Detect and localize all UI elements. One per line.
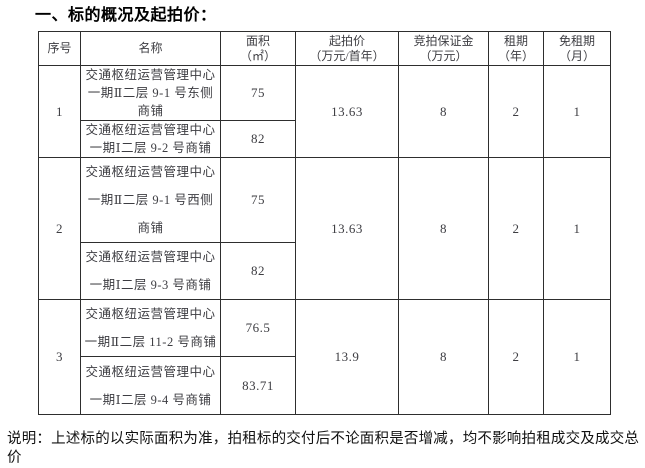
cell-lease-term: 2	[488, 65, 544, 158]
cell-area: 82	[220, 242, 296, 300]
section-title: 一、标的概况及起拍价：	[35, 7, 217, 24]
note-text: 说明：上述标的以实际面积为准，拍租标的交付后不论面积是否增减，均不影响拍租成交及…	[7, 431, 640, 466]
lots-table: 序号 名称 面积 （㎡） 起拍价 （万元/首年） 竞拍保证金 （万元） 租期 （…	[38, 31, 611, 415]
cell-name: 交通枢纽运营管理中心 一期Ⅱ二层 11-2 号商铺	[80, 299, 221, 357]
cell-name: 交通枢纽运营管理中心 一期Ⅰ二层 9-2 号商铺	[80, 120, 221, 158]
cell-name: 交通枢纽运营管理中心 一期Ⅱ二层 9-1 号东侧 商铺	[80, 65, 221, 121]
col-header-deposit: 竞拍保证金 （万元）	[398, 31, 489, 66]
cell-rent-free: 1	[543, 65, 611, 158]
col-header-area: 面积 （㎡）	[220, 31, 296, 66]
cell-start-price: 13.63	[295, 157, 399, 300]
cell-name: 交通枢纽运营管理中心 一期Ⅰ二层 9-3 号商铺	[80, 242, 221, 300]
cell-area: 76.5	[220, 299, 296, 357]
col-header-start-price: 起拍价 （万元/首年）	[295, 31, 399, 66]
cell-area: 75	[220, 157, 296, 243]
cell-area: 83.71	[220, 356, 296, 415]
col-header-no: 序号	[38, 31, 81, 66]
table-row: 交通枢纽运营管理中心 一期Ⅰ二层 9-2 号商铺 82	[39, 120, 611, 158]
table-row: 1 交通枢纽运营管理中心 一期Ⅱ二层 9-1 号东侧 商铺 75 13.63 8…	[38, 65, 611, 158]
col-header-name: 名称	[80, 31, 221, 66]
cell-area: 82	[220, 120, 296, 158]
cell-deposit: 8	[398, 299, 489, 415]
cell-name: 交通枢纽运营管理中心 一期Ⅰ二层 9-4 号商铺	[80, 356, 221, 415]
cell-lease-term: 2	[488, 299, 544, 415]
cell-rent-free: 1	[543, 157, 611, 300]
cell-lease-term: 2	[488, 157, 544, 300]
cell-rent-free: 1	[543, 299, 611, 415]
cell-no: 1	[38, 65, 81, 158]
col-header-lease-term: 租期 （年）	[488, 31, 544, 66]
cell-start-price: 13.9	[295, 299, 399, 415]
cell-deposit: 8	[398, 65, 489, 158]
cell-no: 2	[38, 157, 81, 300]
col-header-rent-free: 免租期 （月）	[543, 31, 611, 66]
cell-name: 交通枢纽运营管理中心 一期Ⅱ二层 9-1 号西侧 商铺	[80, 157, 221, 243]
header-row: 序号 名称 面积 （㎡） 起拍价 （万元/首年） 竞拍保证金 （万元） 租期 （…	[38, 31, 611, 66]
table-row: 2 交通枢纽运营管理中心 一期Ⅱ二层 9-1 号西侧 商铺 75 13.63 8…	[38, 157, 611, 300]
cell-deposit: 8	[398, 157, 489, 300]
table-row: 交通枢纽运营管理中心 一期Ⅰ二层 9-3 号商铺 82	[39, 242, 611, 300]
table-row: 3 交通枢纽运营管理中心 一期Ⅱ二层 11-2 号商铺 76.5 13.9 8 …	[38, 299, 611, 415]
table-row: 交通枢纽运营管理中心 一期Ⅰ二层 9-4 号商铺 83.71	[39, 356, 611, 415]
cell-no: 3	[38, 299, 81, 415]
cell-area: 75	[220, 65, 296, 121]
cell-start-price: 13.63	[295, 65, 399, 158]
